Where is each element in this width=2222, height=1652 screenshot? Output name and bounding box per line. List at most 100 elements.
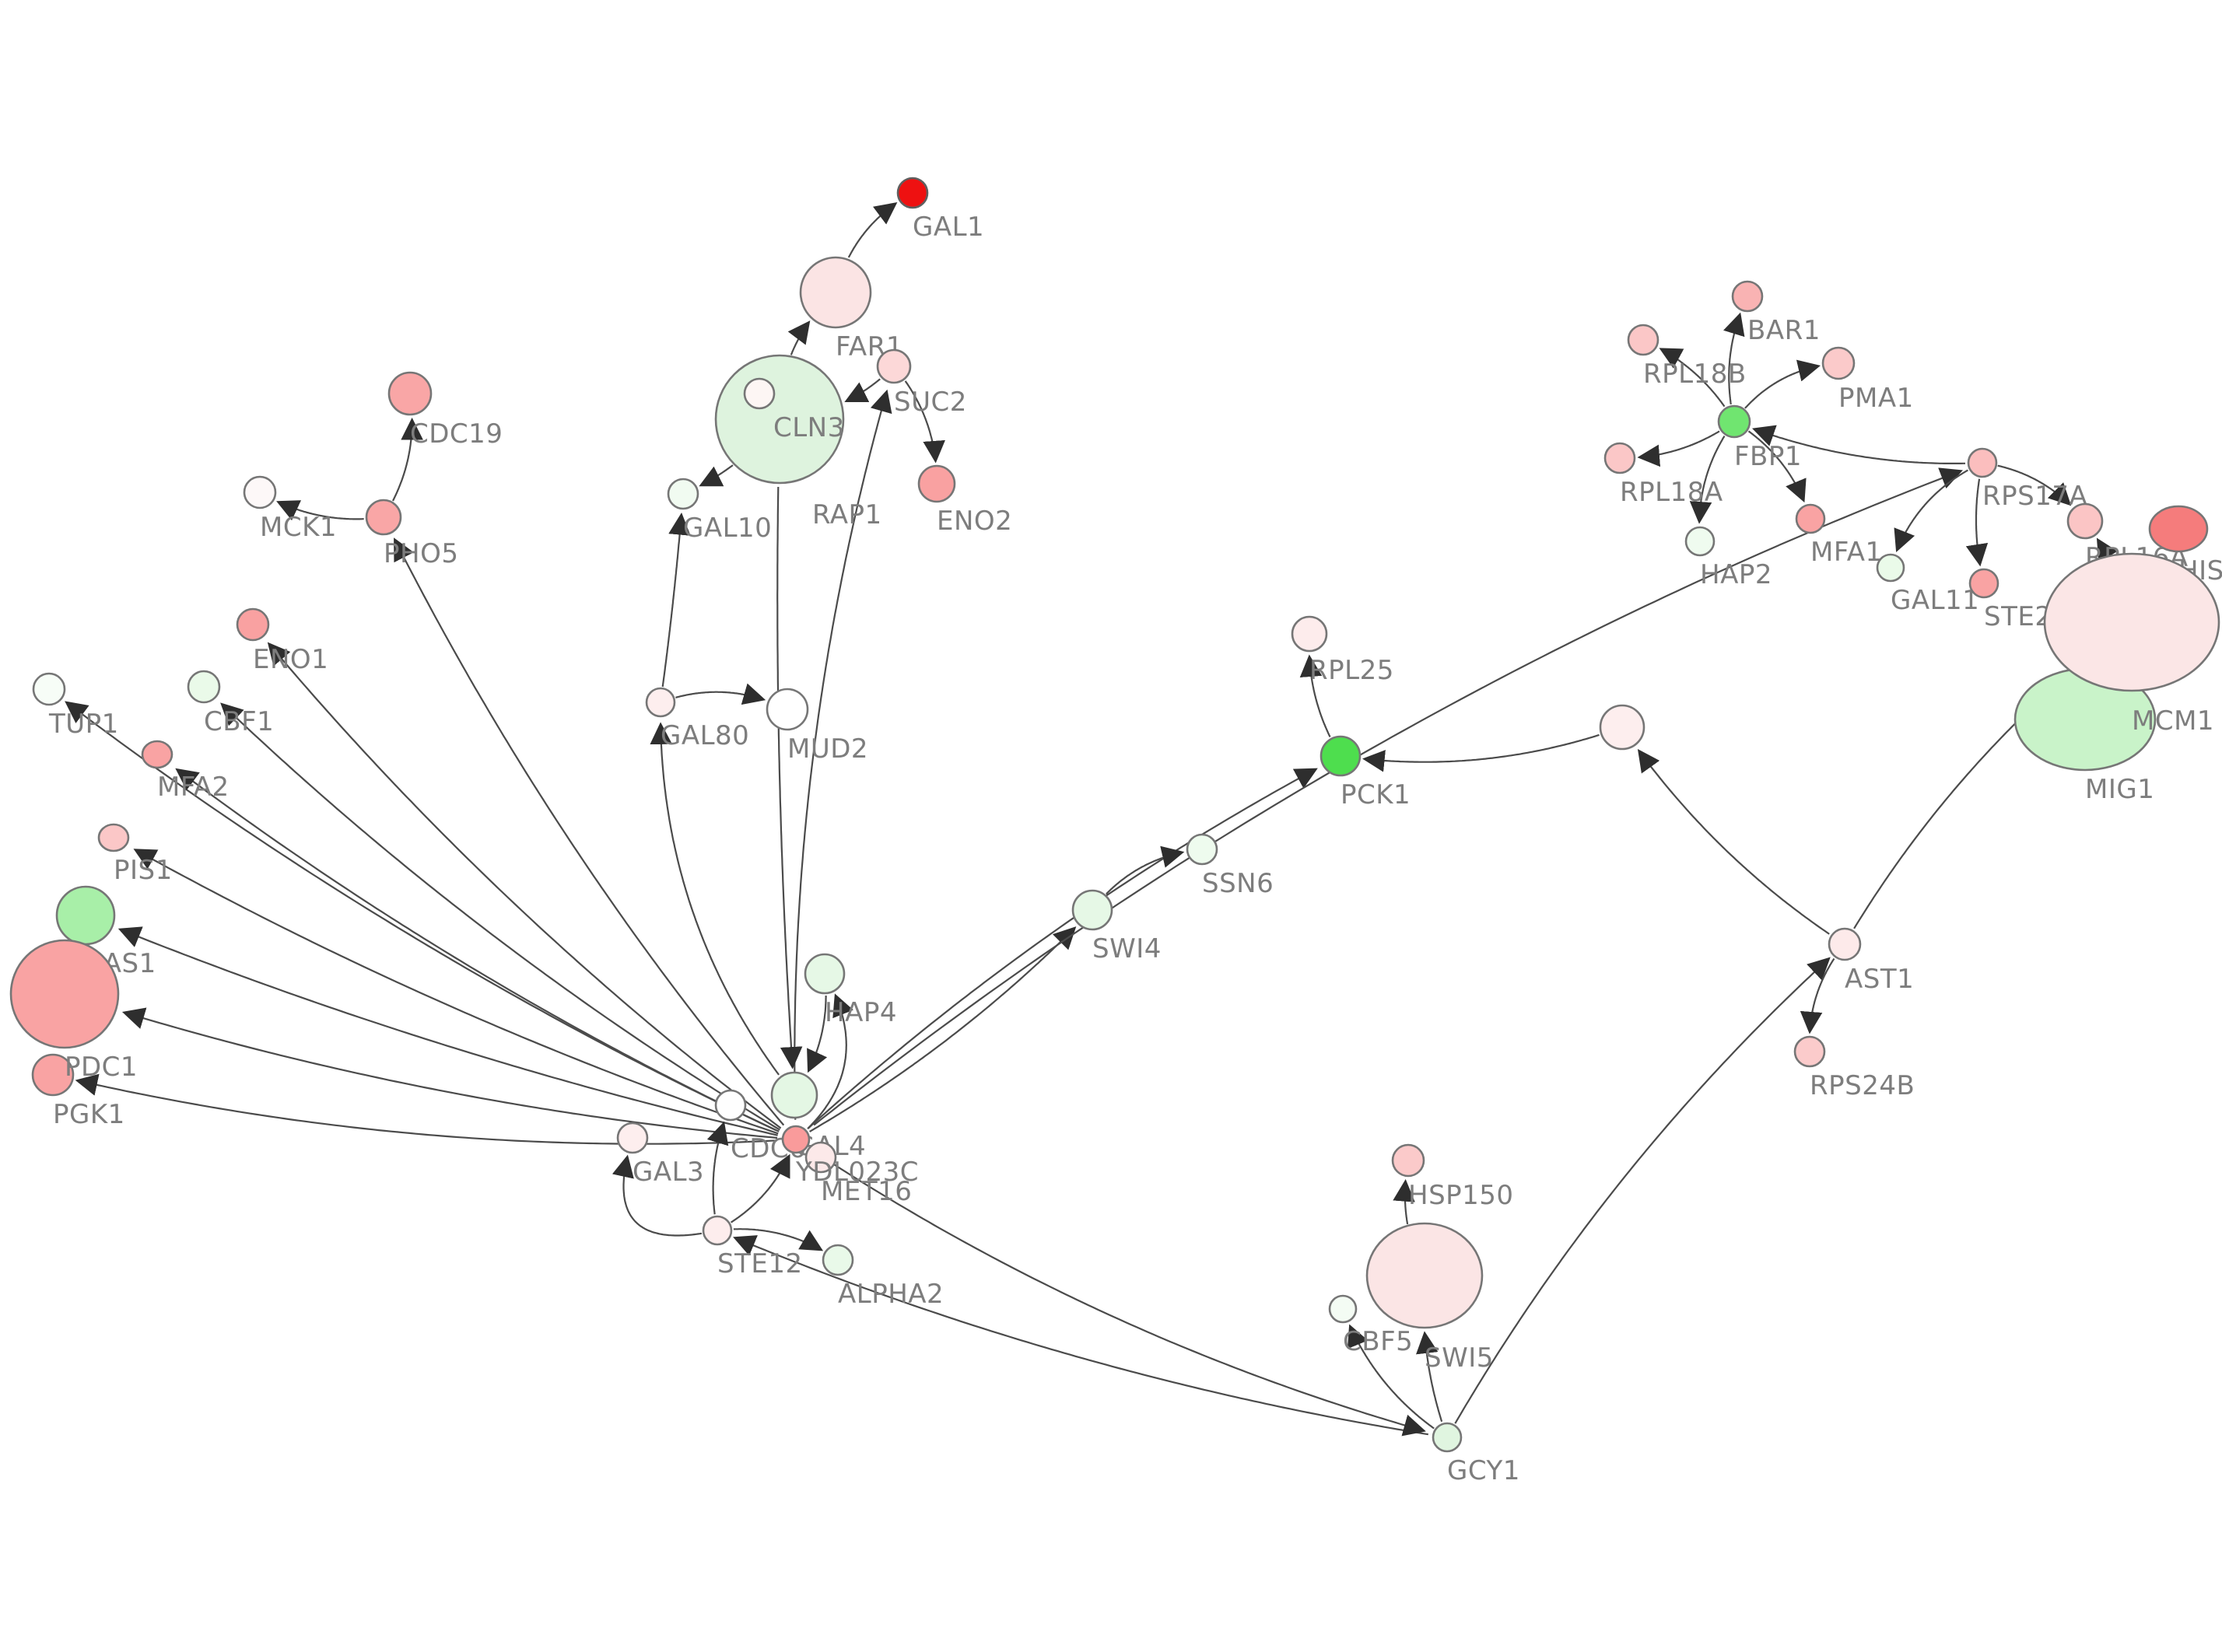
node-RPL18B[interactable] (1627, 324, 1659, 356)
node-GAL11[interactable] (1876, 553, 1905, 583)
node-SSN6[interactable] (1186, 833, 1218, 866)
node-RPL18A[interactable] (1603, 442, 1636, 474)
edge-YDL023C-PCK1[interactable] (808, 768, 1318, 1129)
edge-SUC2-RAP1[interactable] (844, 378, 881, 402)
node-PIS1[interactable] (97, 823, 130, 852)
edge-PHO5-CDC19[interactable] (392, 417, 423, 502)
node-N1[interactable] (1599, 704, 1645, 751)
node-CBF1[interactable] (187, 670, 221, 704)
node-GCY1[interactable] (1432, 1422, 1463, 1453)
edge-GCY1-SWI5[interactable] (1416, 1331, 1443, 1423)
edge-SUC2-ENO2[interactable] (904, 380, 945, 464)
node-CLN3[interactable] (743, 377, 776, 410)
node-FBP1[interactable] (1717, 404, 1751, 439)
node-PCK1[interactable] (1320, 735, 1362, 777)
edge-MCM1-RPL16A[interactable] (2096, 537, 2118, 563)
node-FAR1[interactable] (799, 256, 872, 329)
node-TUP1[interactable] (32, 672, 66, 706)
edge-STE12-YDL023C[interactable] (730, 1153, 790, 1223)
node-HIS4[interactable] (2148, 505, 2209, 553)
edge-STE12-GAL3[interactable] (612, 1154, 703, 1237)
node-GAL1[interactable] (896, 177, 929, 209)
edge-YDL023C-SUC2[interactable] (794, 389, 892, 1120)
node-GAL4[interactable] (770, 1071, 818, 1119)
edge-YDL023C-MFA2[interactable] (175, 768, 780, 1132)
edge-HAP4-GAL4[interactable] (807, 996, 828, 1073)
node-HSP150[interactable] (1391, 1143, 1425, 1178)
edge-RPS17A-FBP1[interactable] (1751, 425, 1965, 465)
node-CDC19[interactable] (387, 371, 433, 416)
node-RAS1[interactable] (55, 885, 116, 946)
edge-YDL023C-HAP4[interactable] (807, 993, 853, 1129)
node-RPL16A[interactable] (2066, 502, 2104, 540)
node-RPL25[interactable] (1291, 615, 1328, 653)
node-PDC1[interactable] (9, 939, 120, 1049)
node-MUD2[interactable] (766, 688, 809, 731)
edge-STE12-CDC6[interactable] (706, 1121, 729, 1215)
edge-YDL023C-PGK1[interactable] (75, 1073, 777, 1145)
edge-RPS17A-GAL11[interactable] (1894, 469, 1968, 553)
node-PGK1[interactable] (31, 1053, 75, 1097)
edge-FBP1-HAP2[interactable] (1689, 436, 1726, 524)
node-MCM1[interactable] (2043, 552, 2220, 692)
edge-FBP1-RPL18B[interactable] (1659, 348, 1726, 408)
node-PMA1[interactable] (1821, 346, 1856, 380)
edge-RAP1-GAL4[interactable] (776, 486, 803, 1069)
node-MFA2[interactable] (141, 740, 173, 769)
node-GAL10[interactable] (667, 478, 699, 510)
node-MET16[interactable] (804, 1141, 837, 1174)
node-SUC2[interactable] (876, 348, 912, 384)
node-MCK1[interactable] (243, 475, 277, 509)
node-RPS24B[interactable] (1793, 1035, 1826, 1068)
node-SWI4[interactable] (1071, 889, 1113, 931)
edge-YDL023C-PHO5[interactable] (394, 537, 785, 1126)
edge-GAL80-GAL10[interactable] (661, 513, 691, 688)
node-SWI5[interactable] (1365, 1222, 1484, 1329)
node-RPS17A[interactable] (1967, 447, 1998, 478)
edge-PHO5-MCK1[interactable] (276, 500, 364, 521)
edge-YDL023C-RAS1[interactable] (117, 926, 778, 1136)
node-STE2[interactable] (1968, 568, 1999, 599)
edge-SWI4-SSN6[interactable] (1106, 845, 1185, 895)
edge-YDL023C-SWI4[interactable] (809, 926, 1077, 1132)
edge-GAL80-MUD2[interactable] (675, 683, 766, 705)
edge-AST1-RPS24B[interactable] (1800, 957, 1835, 1034)
edge-RPS17A-STE2[interactable] (1965, 478, 1989, 567)
edge-SWI5-HSP150[interactable] (1393, 1179, 1415, 1225)
edge-YDL023C-ENO1[interactable] (267, 642, 782, 1129)
node-CDC6[interactable] (714, 1089, 747, 1122)
edge-YDL023C-TUP1[interactable] (65, 701, 776, 1132)
edge-YDL023C-RPS17A[interactable] (813, 467, 1963, 1126)
node-MFA1[interactable] (1795, 503, 1826, 534)
edge-GCY1-STE12[interactable] (733, 1235, 1428, 1436)
edge-STE12-ALPHA2[interactable] (733, 1228, 824, 1251)
edge-N1-PCK1[interactable] (1362, 733, 1600, 772)
node-ALPHA2[interactable] (822, 1244, 854, 1276)
edge-FAR1-GAL1[interactable] (847, 201, 898, 258)
edge-YDL023C-CBF1[interactable] (220, 702, 780, 1131)
node-YDL023C[interactable] (781, 1125, 811, 1154)
edge-FBP1-PMA1[interactable] (1744, 359, 1821, 409)
edge-YDL023C-PIS1[interactable] (133, 849, 779, 1135)
edge-GAL4-GAL80[interactable] (650, 722, 780, 1076)
node-GAL80[interactable] (645, 687, 676, 718)
node-HAP2[interactable] (1684, 526, 1716, 557)
edge-RAP1-FAR1[interactable] (787, 320, 811, 355)
node-ENO2[interactable] (917, 464, 956, 503)
node-HAP4[interactable] (804, 953, 846, 995)
edge-FBP1-RPL18A[interactable] (1637, 430, 1720, 467)
edge-AST1-N1[interactable] (1637, 748, 1830, 935)
edge-FBP1-BAR1[interactable] (1723, 312, 1745, 405)
node-AST1[interactable] (1828, 927, 1862, 961)
edge-RPS17A-RPL16A[interactable] (1997, 464, 2072, 506)
edge-GCY1-CBF5[interactable] (1347, 1324, 1435, 1430)
edge-FBP1-MFA1[interactable] (1747, 430, 1807, 503)
node-STE12[interactable] (702, 1215, 733, 1246)
node-CBF5[interactable] (1328, 1294, 1358, 1324)
node-ENO1[interactable] (236, 607, 270, 642)
edge-RAP1-GAL10[interactable] (699, 464, 734, 487)
node-GAL3[interactable] (616, 1122, 649, 1154)
edge-YDL023C-GCY1[interactable] (810, 1148, 1426, 1437)
edge-GCY1-AST1[interactable] (1454, 957, 1831, 1424)
edge-YDL023C-PDC1[interactable] (121, 1007, 778, 1139)
